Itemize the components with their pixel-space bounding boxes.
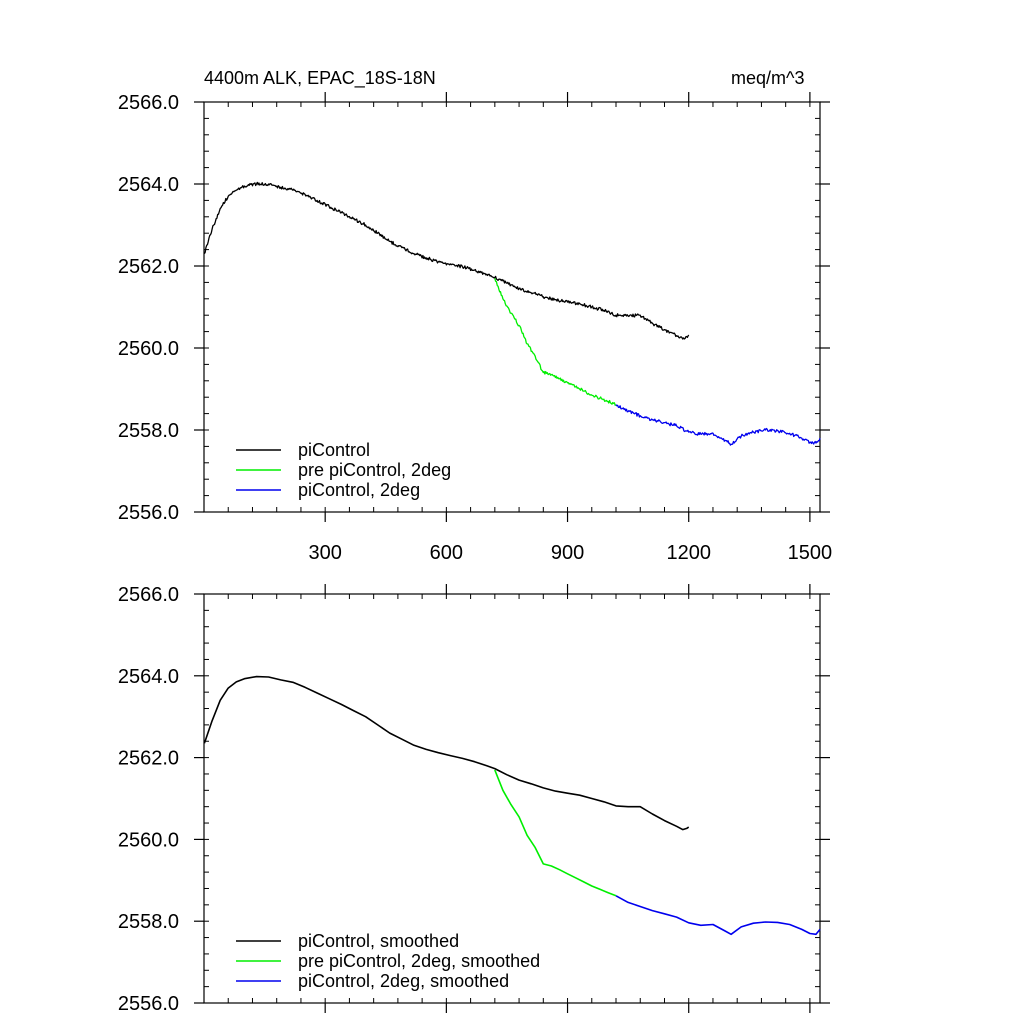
legend-label: pre piControl, 2deg [298,460,451,480]
y-tick-label: 2566.0 [118,92,179,114]
x-tick-label: 900 [551,542,584,564]
y-tick-label: 2556.0 [118,993,179,1015]
chart-units: meq/m^3 [731,68,805,88]
y-tick-label: 2560.0 [118,338,179,360]
plot-frame [203,593,821,1004]
y-tick-label: 2562.0 [118,256,179,278]
x-tick-label: 300 [308,542,341,564]
legend-label: piControl, 2deg [298,480,420,500]
legend-label: piControl [298,440,370,460]
x-tick-label: 600 [430,542,463,564]
legend-label: piControl, 2deg, smoothed [298,971,509,991]
y-tick-label: 2556.0 [118,502,179,524]
x-tick-label: 1200 [666,542,711,564]
series-line-picontrol-2deg-smoothed [615,895,821,936]
x-tick-label: 1500 [788,542,833,564]
series-line-pre-picontrol-2deg-smoothed [494,769,617,897]
y-tick-label: 2564.0 [118,666,179,688]
series-line-picontrol-smoothed [203,675,690,831]
legend-label: piControl, smoothed [298,931,459,951]
y-tick-label: 2558.0 [118,420,179,442]
y-tick-label: 2562.0 [118,748,179,770]
y-tick-label: 2566.0 [118,584,179,606]
legend-label: pre piControl, 2deg, smoothed [298,951,540,971]
series-line-pre-picontrol-2deg [494,278,617,406]
y-tick-label: 2564.0 [118,174,179,196]
series-line-picontrol-2deg [615,404,821,446]
y-tick-label: 2558.0 [118,911,179,933]
series-line-picontrol [203,181,690,340]
y-tick-label: 2560.0 [118,829,179,851]
plot-frame [203,101,821,513]
chart-title: 4400m ALK, EPAC_18S-18N [204,68,436,88]
